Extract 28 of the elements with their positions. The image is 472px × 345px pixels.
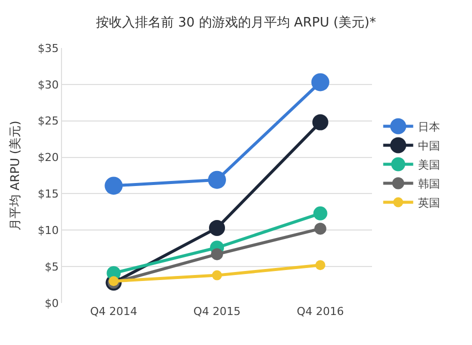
y-tick-label: $0: [44, 296, 59, 310]
y-tick-label: $35: [38, 42, 59, 55]
legend-label: 日本: [418, 120, 440, 134]
y-tick-label: $30: [38, 78, 59, 92]
y-tick-label: $5: [44, 260, 59, 274]
y-axis-title: 月平均 ARPU (美元): [8, 120, 22, 230]
legend-label: 韩国: [418, 178, 440, 191]
y-tick-label: $10: [38, 224, 59, 237]
point: [314, 222, 326, 235]
x-tick-label: Q4 2015: [193, 305, 241, 318]
x-tick-label: Q4 2014: [90, 305, 138, 318]
point: [104, 176, 123, 195]
point: [208, 170, 226, 189]
y-tick-label: $25: [38, 114, 59, 128]
legend-label: 美国: [418, 158, 440, 172]
y-tick-label: $20: [38, 151, 59, 164]
point: [311, 73, 330, 92]
point: [209, 220, 225, 236]
x-tick-label: Q4 2016: [296, 305, 344, 318]
legend-label: 中国: [418, 140, 440, 153]
point: [315, 260, 326, 270]
y-tick-label: $15: [38, 188, 59, 201]
point: [313, 206, 328, 220]
point: [211, 248, 223, 260]
point: [312, 114, 328, 130]
chart-title: 按收入排名前 30 的游戏的月平均 ARPU (美元)*: [96, 14, 376, 30]
legend-label: 英国: [418, 196, 440, 210]
point: [212, 270, 222, 280]
